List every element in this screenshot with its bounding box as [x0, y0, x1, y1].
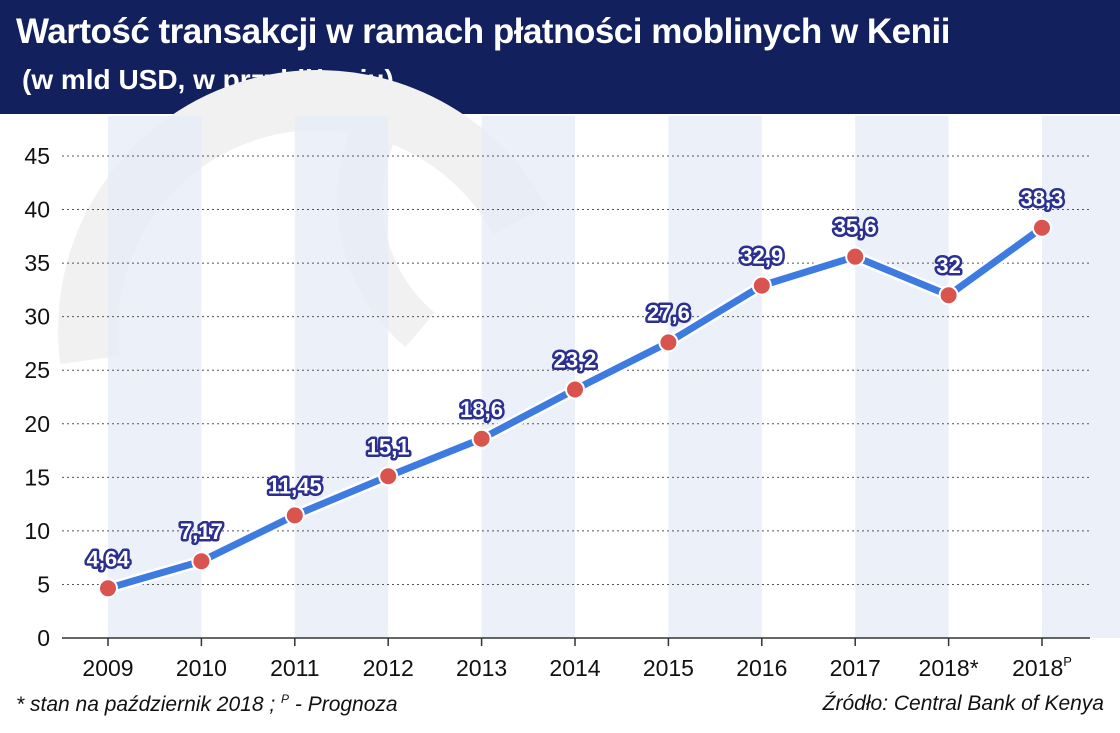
footnote-prefix: * stan na październik 2018 ; [16, 693, 282, 716]
data-point [471, 428, 492, 449]
x-tick-label: 2009 [82, 655, 133, 681]
source-note: Źródło: Central Bank of Kenya [822, 692, 1104, 715]
y-tick-label: 0 [37, 625, 50, 651]
data-label: 4,64 [87, 546, 131, 571]
x-tick-label: 2012 [363, 655, 414, 681]
data-point [191, 551, 212, 572]
data-label: 32 [936, 253, 960, 278]
x-tick-label: 2010 [176, 655, 227, 681]
chart-header: Wartość transakcji w ramach płatności mo… [0, 0, 1120, 114]
chart-title: Wartość transakcji w ramach płatności mo… [16, 12, 950, 51]
band-column [108, 116, 202, 638]
data-point [751, 275, 772, 296]
y-tick-label: 25 [24, 357, 50, 383]
data-label: 38,3 [1021, 186, 1064, 211]
data-point [658, 332, 679, 353]
x-tick-label: 2013 [456, 655, 507, 681]
footnote-suffix: - Prognoza [289, 693, 398, 716]
data-label: 27,6 [647, 300, 690, 325]
band-column [855, 116, 949, 638]
x-tick-label: 2017 [830, 655, 881, 681]
y-tick-label: 20 [24, 411, 50, 437]
data-label: 7,17 [180, 519, 223, 544]
data-label: 32,9 [740, 244, 783, 269]
y-tick-label: 10 [24, 518, 50, 544]
y-tick-label: 45 [24, 143, 50, 169]
data-label: 15,1 [367, 434, 410, 459]
data-label: 23,2 [554, 348, 597, 373]
y-tick-label: 5 [37, 571, 50, 597]
footnote-superscript: P [281, 692, 290, 706]
x-tick-label: 2018* [919, 655, 979, 681]
y-tick-label: 40 [24, 197, 50, 223]
data-point [565, 379, 585, 400]
data-point [98, 578, 118, 599]
band-column [1042, 116, 1120, 638]
x-tick-label: 2014 [549, 655, 600, 681]
x-tick-label: 2011 [270, 655, 319, 681]
data-point [1032, 217, 1052, 238]
data-label: 18,6 [460, 397, 503, 422]
data-point [845, 246, 866, 267]
footnote: * stan na październik 2018 ; P - Prognoz… [16, 692, 398, 717]
y-tick-label: 15 [24, 464, 50, 490]
data-point [378, 466, 399, 487]
x-tick-label: 2016 [736, 655, 787, 681]
band-column [668, 116, 762, 638]
data-point [284, 505, 305, 526]
x-tick-label: 2015 [643, 655, 694, 681]
x-tick-label: 2018P [1012, 654, 1072, 681]
data-point [938, 285, 959, 306]
data-label: 35,6 [834, 215, 877, 240]
band-column [294, 116, 389, 638]
y-tick-label: 35 [24, 250, 50, 276]
y-tick-label: 30 [24, 304, 50, 330]
band-column [481, 116, 575, 638]
data-label: 11,45 [268, 473, 322, 498]
